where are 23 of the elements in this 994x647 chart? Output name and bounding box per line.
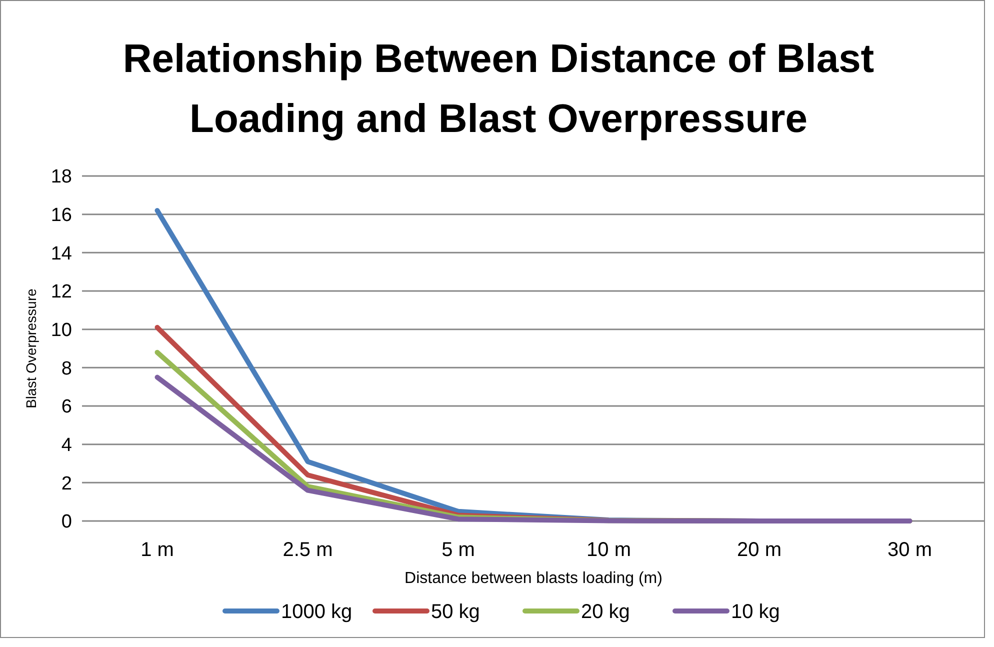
x-tick-label: 1 m	[140, 539, 174, 561]
x-tick-label: 10 m	[586, 539, 631, 561]
y-tick-label: 18	[50, 166, 72, 188]
legend-label: 50 kg	[431, 601, 480, 623]
y-tick-label: 10	[50, 320, 72, 341]
legend-label: 10 kg	[731, 601, 780, 623]
chart-title: Relationship Between Distance of Blast Loading and Blast Overpressure	[122, 37, 874, 141]
legend-label: 1000 kg	[281, 601, 352, 623]
y-tick-label: 16	[50, 204, 72, 226]
x-tick-label: 20 m	[737, 539, 782, 561]
y-tick-label: 0	[61, 512, 72, 533]
y-axis-title: Blast Overpressure	[23, 288, 39, 408]
x-axis-title: Distance between blasts loading (m)	[404, 570, 662, 587]
y-tick-label: 8	[61, 358, 72, 380]
legend-label: 20 kg	[581, 601, 630, 623]
y-tick-label: 14	[50, 243, 72, 264]
y-tick-label: 4	[61, 434, 72, 456]
y-tick-label: 12	[50, 282, 72, 303]
y-tick-label: 6	[61, 396, 72, 418]
x-tick-label: 5 m	[442, 539, 475, 561]
x-tick-label: 2.5 m	[282, 539, 333, 561]
y-tick-label: 2	[61, 473, 72, 494]
x-tick-label: 30 m	[888, 539, 932, 561]
